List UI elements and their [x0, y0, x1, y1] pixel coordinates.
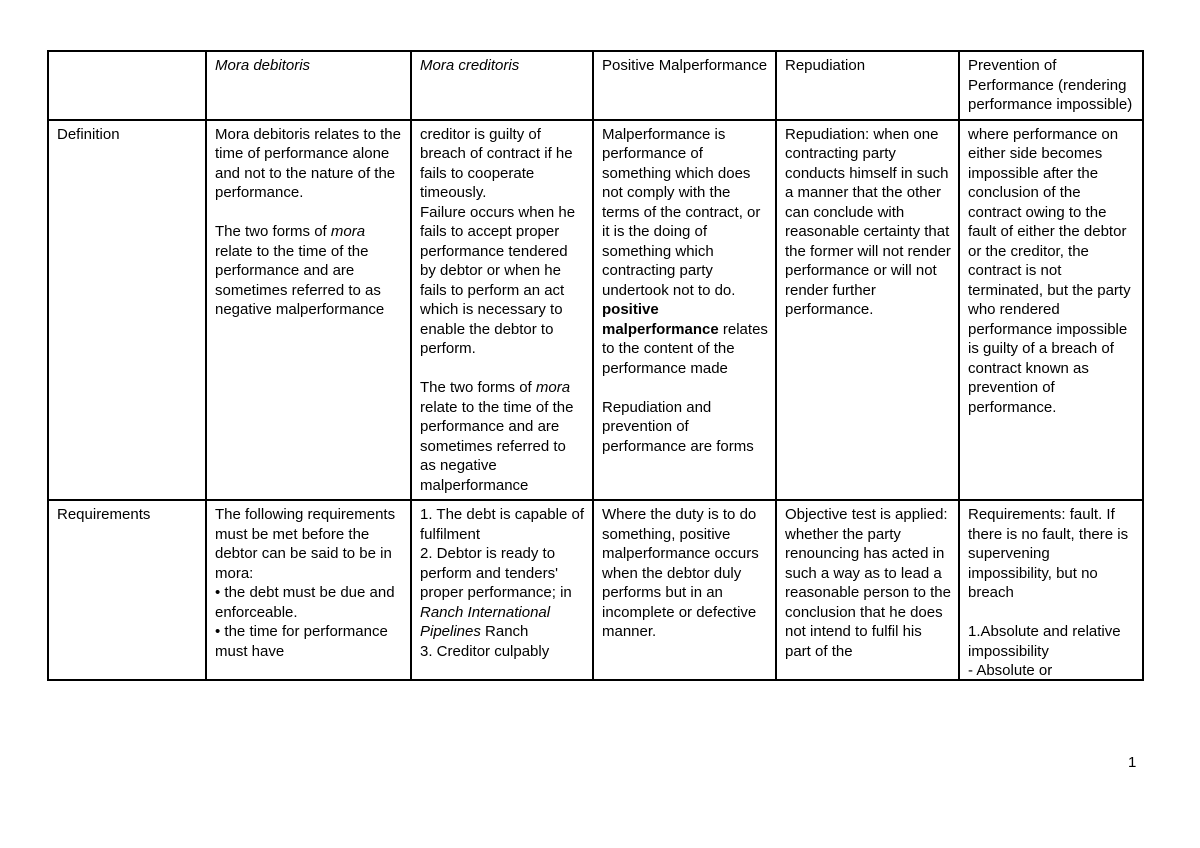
header-repudiation: Repudiation — [775, 50, 960, 121]
cell-text: Where the duty is to do something, posit… — [602, 506, 759, 640]
requirements-positive-malperformance-cell: Where the duty is to do something, posit… — [592, 499, 777, 681]
cell-text: 1. The debt is capable of fulfilment 2. D… — [420, 506, 585, 660]
cell-text: The following requirements must be met b… — [215, 506, 396, 660]
table-header-row: Mora debitoris Mora creditoris Positive … — [47, 50, 1144, 121]
definition-row: Definition Mora debitoris relates to the… — [47, 118, 1144, 501]
header-mora-creditoris: Mora creditoris — [410, 50, 594, 121]
cell-text: Mora debitoris relates to the time of pe… — [215, 125, 401, 319]
breach-of-contract-comparison-table: Mora debitoris Mora creditoris Positive … — [47, 50, 1144, 681]
header-mora-debitoris: Mora debitoris — [205, 50, 412, 121]
requirements-mora-debitoris-cell: The following requirements must be met b… — [205, 499, 412, 681]
cell-text: Malperformance is performance of somethi… — [602, 125, 768, 455]
definition-positive-malperformance-cell: Malperformance is performance of somethi… — [592, 118, 777, 501]
cell-text: creditor is guilty of breach of contract… — [420, 125, 576, 494]
header-positive-malperformance: Positive Malperformance — [592, 50, 777, 121]
cell-text: Repudiation: when one contracting party … — [785, 125, 951, 319]
definition-mora-creditoris-cell: creditor is guilty of breach of contract… — [410, 118, 594, 501]
definition-repudiation-cell: Repudiation: when one contracting party … — [775, 118, 960, 501]
definition-prevention-cell: where performance on either side becomes… — [958, 118, 1144, 501]
cell-text: Objective test is applied: whether the p… — [785, 506, 951, 660]
requirements-row: Requirements The following requirements … — [47, 499, 1144, 681]
cell-text: Requirements — [57, 506, 151, 523]
row-label-definition: Definition — [47, 118, 207, 501]
requirements-prevention-cell: Requirements: fault. If there is no faul… — [958, 499, 1144, 681]
requirements-mora-creditoris-cell: 1. The debt is capable of fulfilment 2. D… — [410, 499, 594, 681]
requirements-repudiation-cell: Objective test is applied: whether the p… — [775, 499, 960, 681]
cell-text: where performance on either side becomes… — [968, 125, 1131, 416]
definition-mora-debitoris-cell: Mora debitoris relates to the time of pe… — [205, 118, 412, 501]
header-empty-cell — [47, 50, 207, 121]
row-label-requirements: Requirements — [47, 499, 207, 681]
page-number: 1 — [1128, 754, 1137, 771]
header-prevention-of-performance: Prevention of Performance (rendering per… — [958, 50, 1144, 121]
cell-text: Requirements: fault. If there is no faul… — [968, 506, 1129, 675]
